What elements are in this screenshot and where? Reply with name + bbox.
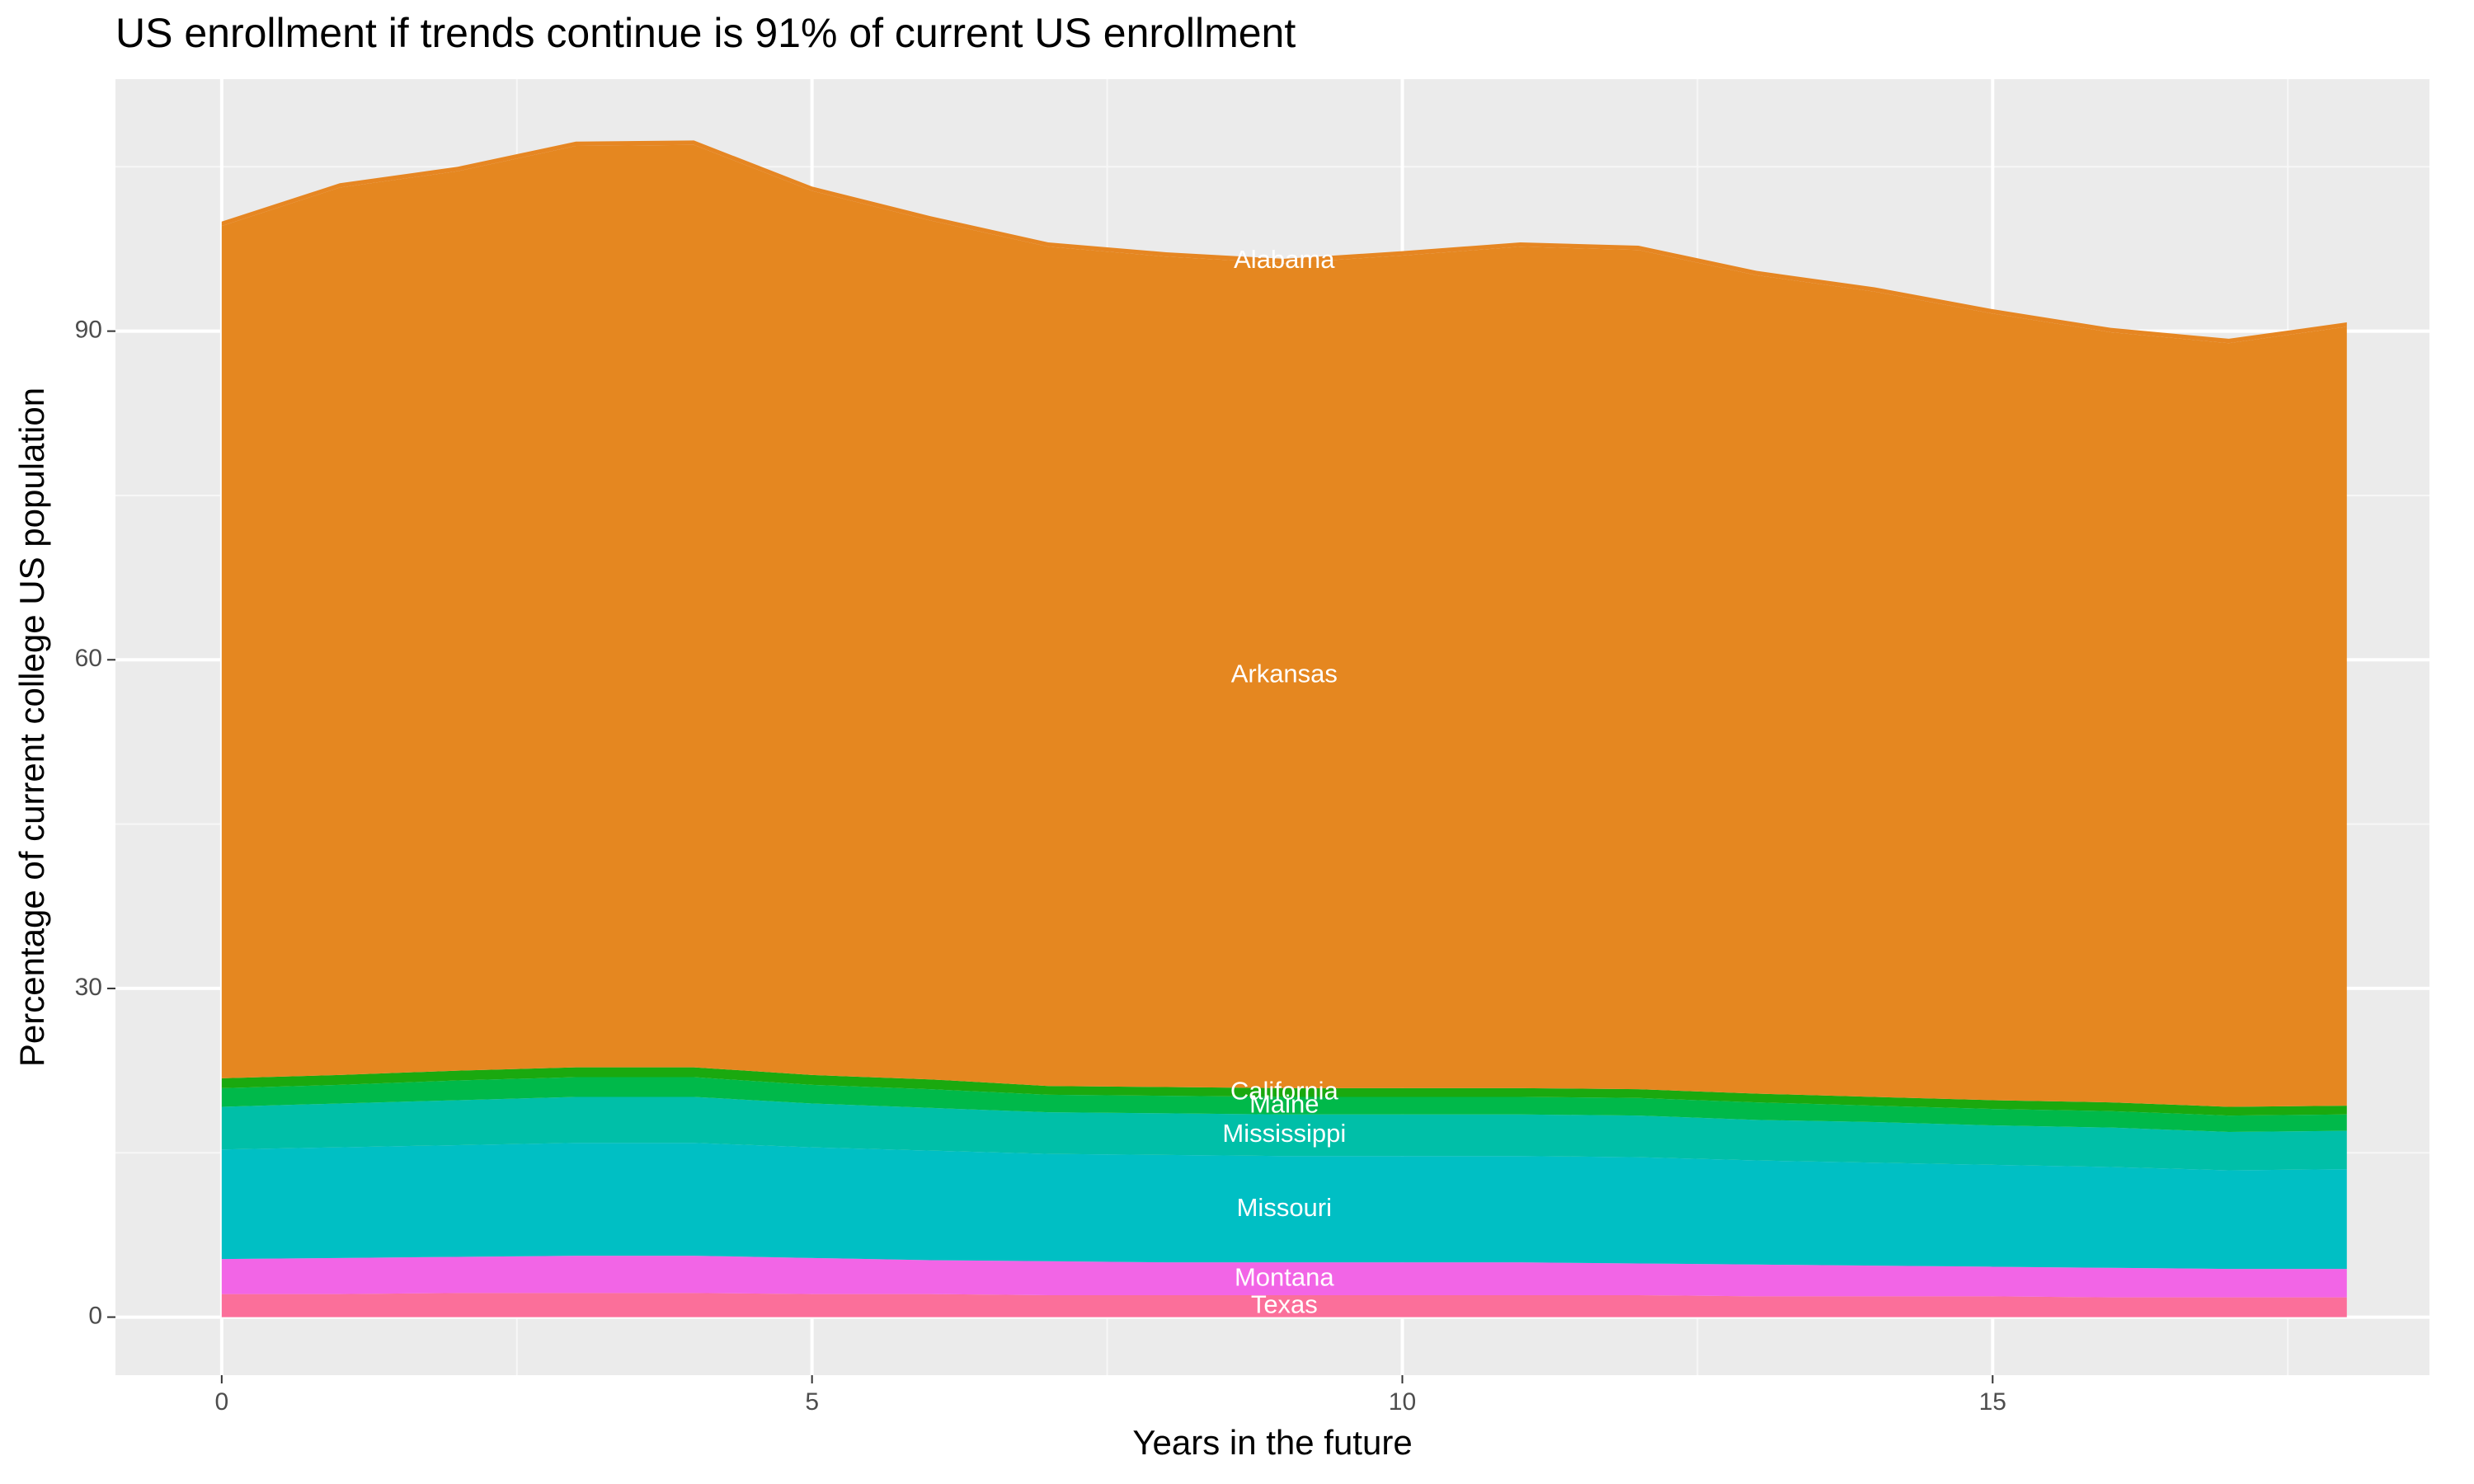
y-tick-label: 0 (88, 1302, 102, 1329)
x-tick-label: 10 (1389, 1388, 1416, 1416)
y-tick-label: 60 (75, 645, 102, 672)
chart-title: US enrollment if trends continue is 91% … (115, 10, 1296, 56)
area-label: Alabama (1234, 245, 1335, 274)
area-label: Montana (1235, 1262, 1334, 1291)
x-axis-title: Years in the future (1132, 1423, 1412, 1462)
area-label: Mississippi (1222, 1119, 1346, 1148)
area-label: Missouri (1237, 1193, 1332, 1222)
axes: 0 5 10 15 0 30 60 90 (75, 317, 2006, 1416)
x-tick-label: 0 (215, 1388, 229, 1416)
area (221, 1077, 2347, 1133)
y-axis-title: Percentage of current college US populat… (12, 387, 51, 1067)
area (221, 1293, 2347, 1317)
area (221, 1143, 2347, 1270)
area-label: Maine (1249, 1089, 1319, 1118)
x-tick-label: 5 (805, 1388, 819, 1416)
y-tick-label: 90 (75, 317, 102, 344)
area (221, 1067, 2347, 1116)
area (221, 1256, 2347, 1298)
x-tick-label: 15 (1979, 1388, 2006, 1416)
area (221, 1097, 2347, 1171)
area-label: California (1230, 1076, 1339, 1105)
area-label: Texas (1251, 1289, 1318, 1318)
y-tick-label: 30 (75, 974, 102, 1001)
areas (221, 140, 2347, 1317)
area (221, 144, 2347, 1107)
area-label: Arkansas (1231, 660, 1338, 688)
